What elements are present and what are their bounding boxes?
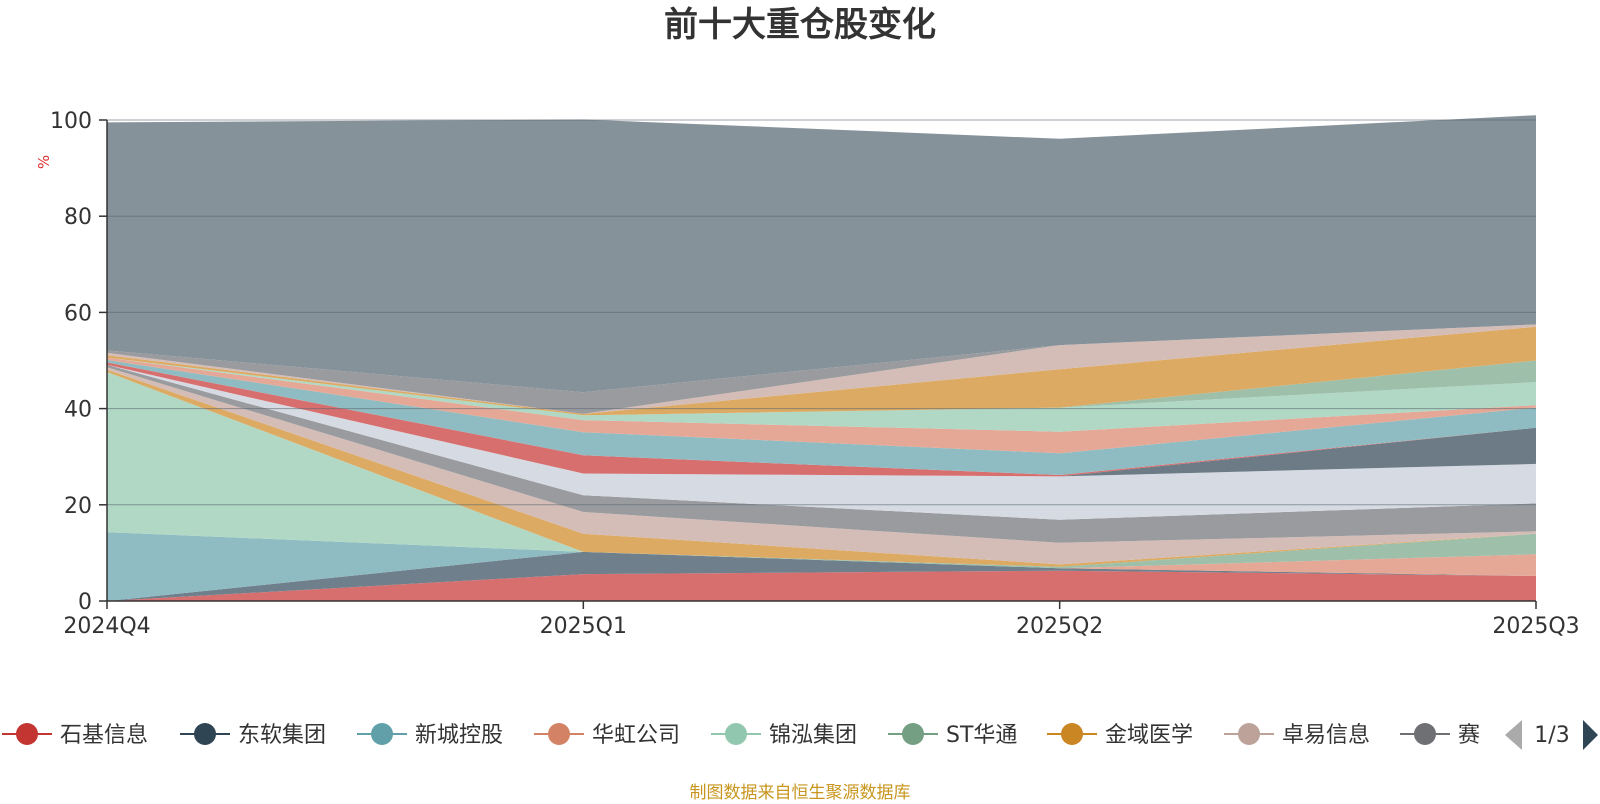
legend-marker-icon <box>1414 723 1436 745</box>
area-series-11 <box>107 364 1536 477</box>
area-series-4 <box>107 532 1536 576</box>
area-series-16 <box>107 357 1536 416</box>
y-tick-label: 40 <box>64 398 92 423</box>
y-tick-label: 0 <box>78 590 92 615</box>
area-series-7 <box>107 369 1536 567</box>
x-tick-label: 2024Q4 <box>63 614 150 639</box>
legend-item[interactable]: 华虹公司 <box>534 723 680 748</box>
area-series-8 <box>107 367 1536 565</box>
legend-marker-icon <box>548 723 570 745</box>
legend-marker-icon <box>1238 723 1260 745</box>
legend-page-indicator: 1/3 <box>1534 723 1569 748</box>
y-tick-label: 20 <box>64 494 92 519</box>
y-tick-label: 60 <box>64 301 92 326</box>
y-tick-label: 100 <box>50 109 92 134</box>
legend-item[interactable]: 金域医学 <box>1047 723 1193 748</box>
area-series-6 <box>107 372 1536 569</box>
area-series-12 <box>107 362 1536 477</box>
legend-label: 金域医学 <box>1105 723 1193 748</box>
x-tick-label: 2025Q1 <box>540 614 627 639</box>
legend-label: 赛 <box>1458 723 1480 748</box>
area-series-20 <box>107 115 1536 393</box>
legend-item[interactable]: 赛 <box>1400 723 1480 748</box>
legend: 石基信息 东软集团 新城控股 华虹公司 锦泓集团 ST华通 金域医学 卓易信息 赛 1/3 <box>2 720 1598 750</box>
legend-label: 石基信息 <box>60 723 148 748</box>
legend-marker-icon <box>371 723 393 745</box>
grid-lines <box>107 119 1536 506</box>
area-series-2 <box>107 551 1536 601</box>
y-axis-label: % <box>35 155 53 169</box>
legend-marker-icon <box>1061 723 1083 745</box>
legend-label: 新城控股 <box>415 723 503 748</box>
area-series-1 <box>107 570 1536 601</box>
legend-item[interactable]: ST华通 <box>888 723 1017 748</box>
legend-next-page-icon[interactable] <box>1583 720 1598 750</box>
legend-item[interactable]: 东软集团 <box>180 723 326 748</box>
area-series-14 <box>107 357 1536 454</box>
area-series-10 <box>107 364 1536 520</box>
legend-marker-icon <box>194 723 216 745</box>
legend-item[interactable]: 卓易信息 <box>1224 723 1370 748</box>
area-series-17 <box>107 326 1536 416</box>
area-series-5 <box>107 372 1536 569</box>
legend-label: 卓易信息 <box>1282 723 1370 748</box>
area-series-3 <box>107 532 1536 601</box>
source-note: 制图数据来自恒生聚源数据库 <box>689 783 911 803</box>
area-series-9 <box>107 364 1536 543</box>
area-series-13 <box>107 360 1536 475</box>
legend-marker-icon <box>902 723 924 745</box>
legend-label: 华虹公司 <box>592 723 680 748</box>
legend-label: 锦泓集团 <box>769 723 857 748</box>
area-series-19 <box>107 324 1536 414</box>
legend-marker-icon <box>725 723 747 745</box>
x-tick-label: 2025Q3 <box>1492 614 1579 639</box>
area-series-18 <box>107 324 1536 414</box>
legend-marker-icon <box>16 723 38 745</box>
legend-label: 东软集团 <box>238 723 326 748</box>
chart-title: 前十大重仓股变化 <box>664 5 936 45</box>
legend-item[interactable]: 石基信息 <box>2 723 148 748</box>
area-series-group <box>107 115 1536 601</box>
y-tick-label: 80 <box>64 205 92 230</box>
legend-prev-page-icon[interactable] <box>1505 720 1522 750</box>
legend-item[interactable]: 锦泓集团 <box>711 723 857 748</box>
legend-label: ST华通 <box>946 723 1017 748</box>
legend-item[interactable]: 新城控股 <box>357 723 503 748</box>
area-series-15 <box>107 357 1536 432</box>
axes: 0 20 40 60 80 100 2024Q4 2025Q1 2025Q2 2025Q3 <box>50 109 1580 639</box>
x-tick-label: 2025Q2 <box>1016 614 1103 639</box>
